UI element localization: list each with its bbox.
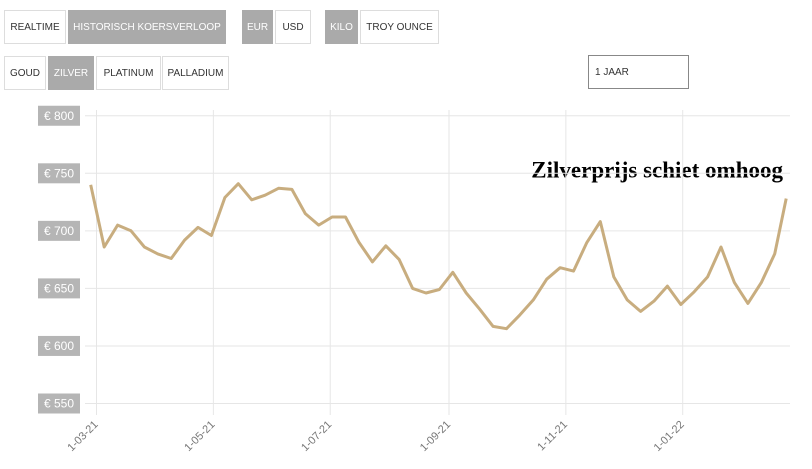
button[interactable]: PLATINUM [96, 56, 161, 90]
y-tick-box [38, 335, 80, 356]
x-tick-label: 1-07-21 [299, 419, 334, 454]
y-tick-box [38, 278, 80, 299]
x-tick-label: 1-03-21 [65, 419, 100, 454]
button[interactable]: ZILVER [48, 56, 94, 90]
y-tick-label: € 550 [44, 397, 74, 411]
button[interactable]: GOUD [4, 56, 46, 90]
button[interactable]: USD [275, 10, 311, 44]
y-tick-box [38, 393, 80, 414]
button[interactable]: PALLADIUM [162, 56, 229, 90]
x-tick-label: 1-05-21 [182, 419, 217, 454]
x-tick-label: 1-09-21 [418, 419, 453, 454]
y-tick-label: € 700 [44, 224, 74, 238]
button[interactable]: EUR [242, 10, 273, 44]
y-tick-label: € 600 [44, 339, 74, 353]
period-select[interactable]: 1 JAAR [588, 55, 689, 89]
y-tick-label: € 750 [44, 166, 74, 180]
button[interactable]: KILO [325, 10, 358, 44]
button[interactable]: HISTORISCH KOERSVERLOOP [68, 10, 226, 44]
annotation: Zilverprijs schiet omhoog [531, 157, 783, 182]
y-tick-box [38, 105, 80, 126]
x-tick-label: 1-01-22 [652, 419, 687, 454]
y-tick-box [38, 220, 80, 241]
x-tick-label: 1-11-21 [535, 419, 570, 454]
price-line [89, 182, 788, 331]
y-tick-box [38, 163, 80, 184]
y-tick-label: € 650 [44, 282, 74, 296]
button[interactable]: REALTIME [4, 10, 66, 44]
y-tick-label: € 800 [44, 109, 74, 123]
button[interactable]: TROY OUNCE [360, 10, 439, 44]
